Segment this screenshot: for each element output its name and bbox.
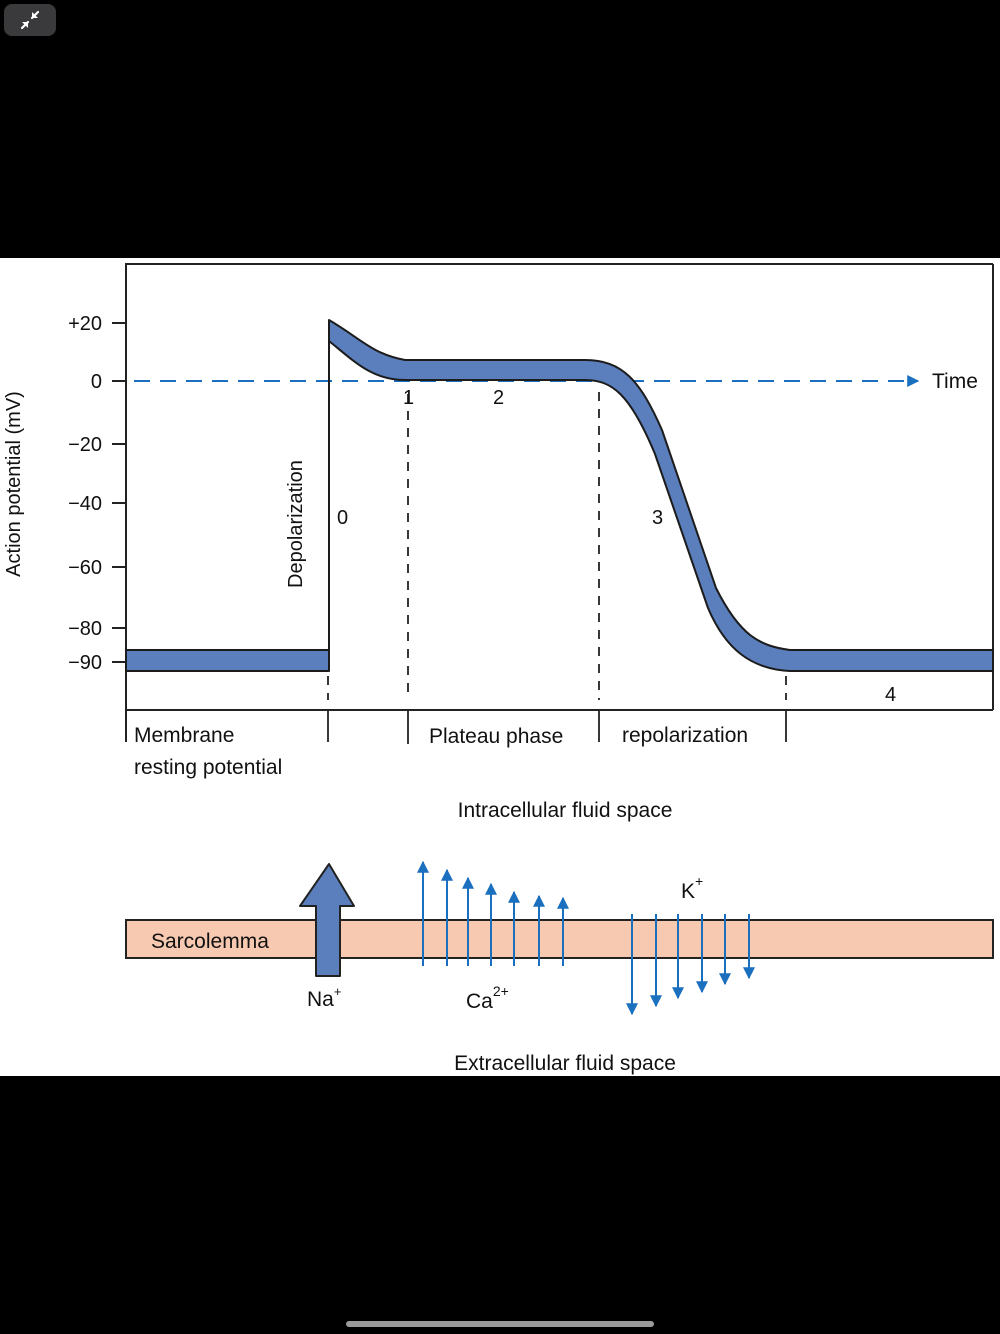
y-tick-label: −20 <box>68 434 102 456</box>
sarcolemma-membrane <box>125 919 994 959</box>
sodium-label: Na+ <box>307 984 341 1011</box>
resting-potential-label: resting potential <box>134 756 282 779</box>
calcium-arrows <box>417 860 569 966</box>
y-tick-label: −60 <box>68 557 102 579</box>
potassium-arrows <box>626 914 755 1016</box>
y-axis-ticks <box>112 322 126 663</box>
y-axis-label: Action potential (mV) <box>3 391 25 577</box>
time-label: Time <box>932 370 978 393</box>
phase-2-number: 2 <box>493 387 504 409</box>
repolarization-label: repolarization <box>622 724 748 747</box>
y-tick-label: +20 <box>68 313 102 335</box>
phase-1-number: 1 <box>403 387 414 409</box>
phase-3-number: 3 <box>652 507 663 529</box>
sodium-influx-arrow <box>299 863 355 977</box>
collapse-arrows-icon <box>20 10 40 30</box>
collapse-button[interactable] <box>4 4 56 36</box>
intracellular-label: Intracellular fluid space <box>458 799 673 822</box>
depolarization-label: Depolarization <box>285 460 307 588</box>
membrane-label: Membrane <box>134 724 234 747</box>
action-potential-curve <box>125 319 994 672</box>
action-potential-figure: +20 0 −20 −40 −60 −80 −90 Action potenti… <box>0 258 1000 1076</box>
y-tick-label: −80 <box>68 618 102 640</box>
potassium-label: K+ <box>681 873 703 903</box>
phase-dividers <box>327 392 787 700</box>
home-indicator[interactable] <box>346 1321 654 1327</box>
bottom-dividers <box>327 710 787 744</box>
phase-4-number: 4 <box>885 684 896 706</box>
calcium-label: Ca2+ <box>466 983 509 1013</box>
y-tick-label: −40 <box>68 493 102 515</box>
y-tick-label: −90 <box>68 652 102 674</box>
sarcolemma-label: Sarcolemma <box>151 930 269 953</box>
phase-0-number: 0 <box>337 507 348 529</box>
plateau-phase-label: Plateau phase <box>429 725 563 748</box>
y-tick-label: 0 <box>91 371 102 393</box>
extracellular-label: Extracellular fluid space <box>454 1052 676 1075</box>
